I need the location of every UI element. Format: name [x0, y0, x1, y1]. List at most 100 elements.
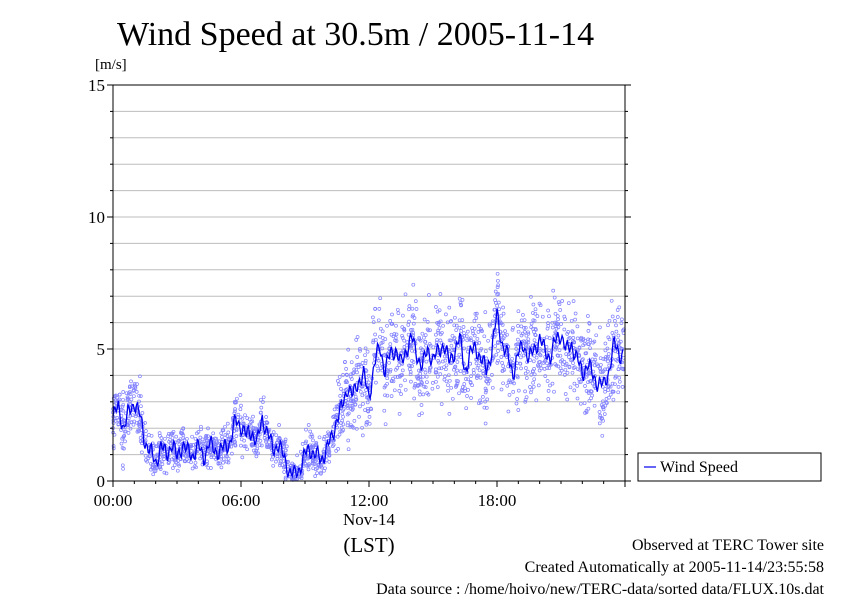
scatter-point	[562, 327, 567, 332]
scatter-point	[553, 311, 558, 316]
scatter-point	[389, 322, 394, 326]
scatter-point	[166, 434, 170, 439]
scatter-point	[395, 307, 400, 312]
scatter-point	[199, 424, 203, 429]
scatter-point	[388, 319, 393, 323]
scatter-point	[265, 442, 270, 447]
scatter-point	[556, 300, 561, 304]
scatter-point	[529, 390, 533, 395]
scatter-point	[322, 468, 326, 473]
scatter-point	[137, 424, 142, 428]
scatter-point	[495, 303, 499, 308]
scatter-point	[349, 403, 354, 408]
scatter-point	[198, 435, 203, 440]
scatter-point	[606, 388, 611, 393]
scatter-point	[308, 434, 313, 439]
scatter-point	[340, 411, 345, 416]
scatter-point	[420, 331, 425, 336]
scatter-point	[481, 395, 485, 399]
scatter-point	[537, 352, 542, 357]
scatter-point	[531, 311, 535, 315]
scatter-point	[437, 308, 442, 313]
scatter-point	[259, 397, 263, 402]
y-tick-label: 15	[88, 76, 105, 95]
scatter-point	[439, 402, 444, 406]
scatter-point	[120, 436, 125, 441]
scatter-point	[529, 325, 534, 330]
scatter-point	[427, 369, 432, 374]
scatter-point	[134, 390, 139, 394]
scatter-point	[534, 398, 539, 403]
scatter-point	[194, 465, 198, 470]
scatter-point	[218, 461, 222, 466]
scatter-point	[264, 437, 268, 442]
scatter-point	[608, 384, 613, 389]
axis-ticks-layer: 0 5 10 15 00:00 06:00 12:00 18:00	[88, 76, 631, 510]
scatter-point	[546, 397, 551, 401]
scatter-point	[373, 338, 378, 342]
scatter-point	[345, 412, 350, 417]
scatter-point	[255, 446, 260, 451]
scatter-point	[182, 459, 187, 464]
scatter-point	[171, 451, 176, 456]
scatter-point	[531, 384, 536, 389]
scatter-point	[352, 399, 356, 404]
scatter-point	[438, 292, 443, 296]
scatter-point	[425, 320, 430, 324]
scatter-point	[591, 340, 595, 345]
scatter-point	[428, 365, 433, 370]
scatter-point	[436, 359, 441, 363]
scatter-point	[538, 353, 543, 358]
scatter-point	[586, 337, 591, 342]
scatter-point	[594, 353, 598, 358]
scatter-point	[352, 419, 357, 423]
scatter-point	[378, 296, 383, 301]
scatter-point	[435, 320, 439, 325]
scatter-point	[614, 329, 619, 334]
scatter-point	[224, 459, 229, 464]
scatter-point	[607, 337, 612, 342]
scatter-point	[511, 325, 515, 330]
x-tick-label: 00:00	[94, 491, 133, 510]
scatter-point	[346, 347, 351, 352]
scatter-point	[474, 361, 479, 366]
scatter-point	[245, 447, 249, 452]
scatter-point	[397, 412, 402, 416]
scatter-point	[425, 327, 430, 332]
scatter-point	[521, 353, 526, 358]
scatter-point	[487, 322, 492, 327]
scatter-point	[611, 397, 616, 402]
scatter-point	[571, 299, 576, 303]
scatter-point	[363, 358, 368, 363]
scatter-point	[456, 344, 461, 348]
scatter-point	[604, 397, 609, 401]
scatter-point	[354, 338, 359, 342]
scatter-point	[465, 338, 470, 343]
scatter-point	[331, 442, 336, 447]
scatter-point	[565, 370, 570, 375]
scatter-point	[345, 404, 349, 408]
scatter-point	[533, 307, 538, 312]
scatter-point	[584, 409, 589, 413]
scatter-point	[383, 393, 387, 398]
line-layer	[112, 308, 624, 479]
scatter-point	[364, 420, 369, 425]
scatter-point	[469, 396, 473, 400]
scatter-point	[570, 370, 575, 375]
scatter-point	[242, 444, 247, 449]
scatter-point	[338, 394, 343, 398]
scatter-point	[277, 423, 281, 427]
y-tick-label: 0	[97, 472, 106, 491]
scatter-point	[282, 470, 287, 474]
scatter-point	[587, 321, 592, 326]
scatter-point	[234, 427, 239, 431]
scatter-point	[608, 392, 613, 397]
scatter-point	[171, 429, 176, 434]
scatter-point	[446, 383, 450, 388]
scatter-point	[143, 453, 148, 458]
scatter-point	[434, 379, 438, 384]
scatter-point	[410, 348, 414, 353]
scatter-point	[523, 397, 528, 402]
scatter-point	[380, 340, 385, 345]
scatter-point	[487, 378, 492, 383]
